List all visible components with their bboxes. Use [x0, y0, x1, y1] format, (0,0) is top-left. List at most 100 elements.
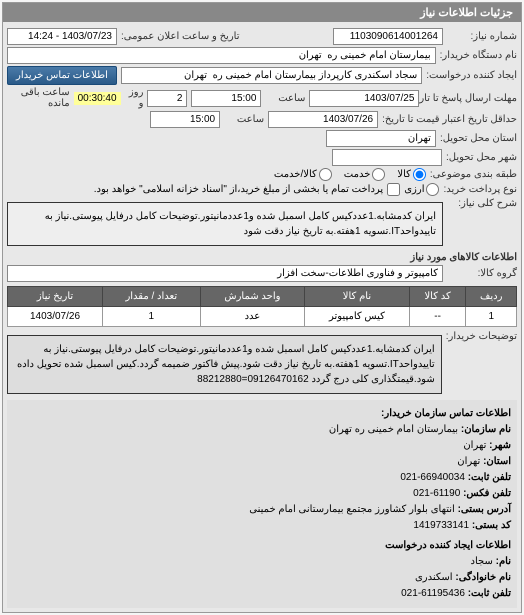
contact-city-label: شهر: — [489, 440, 511, 451]
contact-phone-row: تلفن ثابت: 66940034-021 — [13, 470, 511, 486]
contact-address-label: آدرس بستی: — [458, 504, 511, 515]
validity-label: حداقل تاریخ اعتبار قیمت تا تاریخ: — [382, 114, 517, 125]
announce-date-label: تاریخ و ساعت اعلان عمومی: — [121, 31, 240, 42]
radio-item-1: کالا — [397, 168, 426, 181]
desc-box: ایران کدمشابه.1عددکیس کامل اسمبل شده و1ع… — [7, 202, 443, 246]
th-qty: تعداد / مقدار — [103, 287, 201, 307]
contact-fax: 61190-021 — [413, 488, 460, 499]
contact-tel: 61195436-021 — [401, 588, 465, 599]
row-group: گروه کالا: — [7, 265, 517, 282]
province-input[interactable] — [326, 130, 436, 147]
row-payment: نوع پرداخت خرید: ارزی پرداخت تمام یا بخش… — [7, 183, 517, 196]
validity-time-input[interactable] — [150, 111, 220, 128]
city-label: شهر محل تحویل: — [446, 152, 517, 163]
buyer-notes-label: توضیحات خریدار: — [446, 331, 517, 342]
goods-header: اطلاعات کالاهای مورد نیاز — [410, 252, 517, 263]
contact-name: سجاد — [471, 556, 493, 567]
creator-header: اطلاعات ایجاد کننده درخواست — [13, 538, 511, 554]
province-label: استان محل تحویل: — [440, 133, 517, 144]
td-unit: عدد — [200, 307, 305, 327]
th-code: کد کالا — [409, 287, 466, 307]
validity-date-input[interactable] — [268, 111, 378, 128]
row-deadline: مهلت ارسال پاسخ تا تاریخ: ساعت روز و 00:… — [7, 87, 517, 109]
payment-check-item: پرداخت تمام یا بخشی از مبلغ خرید،از "اسن… — [94, 183, 400, 196]
subject-label: طبقه بندی موضوعی: — [430, 169, 517, 180]
creator-input[interactable] — [121, 67, 422, 84]
panel-body: شماره نیاز: تاریخ و ساعت اعلان عمومی: نا… — [3, 22, 521, 612]
contact-name-label: نام: — [496, 556, 511, 567]
group-input[interactable] — [7, 265, 443, 282]
row-province: استان محل تحویل: — [7, 130, 517, 147]
td-qty: 1 — [103, 307, 201, 327]
need-number-input[interactable] — [333, 28, 443, 45]
city-input[interactable] — [332, 149, 442, 166]
deadline-time-input[interactable] — [191, 90, 261, 107]
contact-fax-label: تلفن فکس: — [463, 488, 511, 499]
creator-label: ایجاد کننده درخواست: — [426, 70, 517, 81]
subject-radio-group: کالا خدمت کالا/خدمت — [274, 168, 426, 181]
radio-both-label: کالا/خدمت — [274, 169, 317, 180]
panel-header: جزئیات اطلاعات نیاز — [3, 3, 521, 22]
th-row: ردیف — [466, 287, 517, 307]
payment-radio-item: ارزی — [404, 183, 439, 196]
row-buyer: نام دستگاه خریدار: — [7, 47, 517, 64]
radio-service-label: خدمت — [344, 169, 371, 180]
remaining-time: 00:30:40 — [74, 92, 121, 105]
row-goods-header: اطلاعات کالاهای مورد نیاز — [7, 252, 517, 263]
payment-radio[interactable] — [426, 183, 439, 196]
contact-province-label: استان: — [483, 456, 511, 467]
radio-all[interactable] — [413, 168, 426, 181]
radio-service[interactable] — [372, 168, 385, 181]
td-row: 1 — [466, 307, 517, 327]
row-validity: حداقل تاریخ اعتبار قیمت تا تاریخ: ساعت — [7, 111, 517, 128]
row-subject: طبقه بندی موضوعی: کالا خدمت کالا/خدمت — [7, 168, 517, 181]
time-label-2: ساعت — [224, 114, 264, 125]
deadline-date-input[interactable] — [309, 90, 419, 107]
contact-button[interactable]: اطلاعات تماس خریدار — [7, 66, 117, 85]
buyer-input[interactable] — [7, 47, 436, 64]
payment-text: پرداخت تمام یا بخشی از مبلغ خرید،از "اسن… — [94, 184, 383, 195]
row-creator: ایجاد کننده درخواست: اطلاعات تماس خریدار — [7, 66, 517, 85]
contact-city-row: شهر: تهران — [13, 438, 511, 454]
th-name: نام کالا — [305, 287, 409, 307]
desc-label: شرح کلی نیاز: — [447, 198, 517, 209]
contact-phone: 66940034-021 — [400, 472, 465, 483]
contact-family-row: نام خانوادگی: اسکندری — [13, 570, 511, 586]
radio-both[interactable] — [319, 168, 332, 181]
row-buyer-notes: توضیحات خریدار: ایران کدمشابه.1عددکیس کا… — [7, 331, 517, 398]
payment-radio-label: ارزی — [404, 184, 424, 195]
contact-address-row: آدرس بستی: انتهای بلوار کشاورز مجتمع بیم… — [13, 502, 511, 518]
days-remaining-input[interactable] — [147, 90, 187, 107]
contact-org-label: نام سازمان: — [461, 424, 511, 435]
contact-tel-row: تلفن ثابت: 61195436-021 — [13, 586, 511, 602]
contact-org: بیمارستان امام خمینی ره تهران — [329, 424, 458, 435]
payment-checkbox[interactable] — [387, 183, 400, 196]
group-label: گروه کالا: — [447, 268, 517, 279]
contact-family: اسکندری — [415, 572, 453, 583]
table-header-row: ردیف کد کالا نام کالا واحد شمارش تعداد /… — [8, 287, 517, 307]
contact-province: تهران — [457, 456, 480, 467]
day-label: روز و — [125, 87, 144, 109]
contact-tel-label: تلفن ثابت: — [468, 588, 511, 599]
radio-item-2: خدمت — [344, 168, 386, 181]
row-need-number: شماره نیاز: تاریخ و ساعت اعلان عمومی: — [7, 28, 517, 45]
buyer-notes-box: ایران کدمشابه.1عددکیس کامل اسمبل شده و1ع… — [7, 335, 442, 394]
buyer-label: نام دستگاه خریدار: — [440, 50, 517, 61]
goods-table: ردیف کد کالا نام کالا واحد شمارش تعداد /… — [7, 286, 517, 327]
contact-province-row: استان: تهران — [13, 454, 511, 470]
radio-all-label: کالا — [397, 169, 411, 180]
td-name: کیس کامپیوتر — [305, 307, 409, 327]
contact-postal-row: کد بستی: 1419733141 — [13, 518, 511, 534]
need-number-label: شماره نیاز: — [447, 31, 517, 42]
td-date: 1403/07/26 — [8, 307, 103, 327]
contact-city: تهران — [463, 440, 486, 451]
announce-date-input[interactable] — [7, 28, 117, 45]
payment-label: نوع پرداخت خرید: — [443, 184, 517, 195]
row-city: شهر محل تحویل: — [7, 149, 517, 166]
contact-header: اطلاعات تماس سازمان خریدار: — [13, 406, 511, 422]
row-desc: شرح کلی نیاز: ایران کدمشابه.1عددکیس کامل… — [7, 198, 517, 250]
contact-phone-label: تلفن ثابت: — [468, 472, 511, 483]
contact-name-row: نام: سجاد — [13, 554, 511, 570]
th-unit: واحد شمارش — [200, 287, 305, 307]
table-row[interactable]: 1 -- کیس کامپیوتر عدد 1 1403/07/26 — [8, 307, 517, 327]
